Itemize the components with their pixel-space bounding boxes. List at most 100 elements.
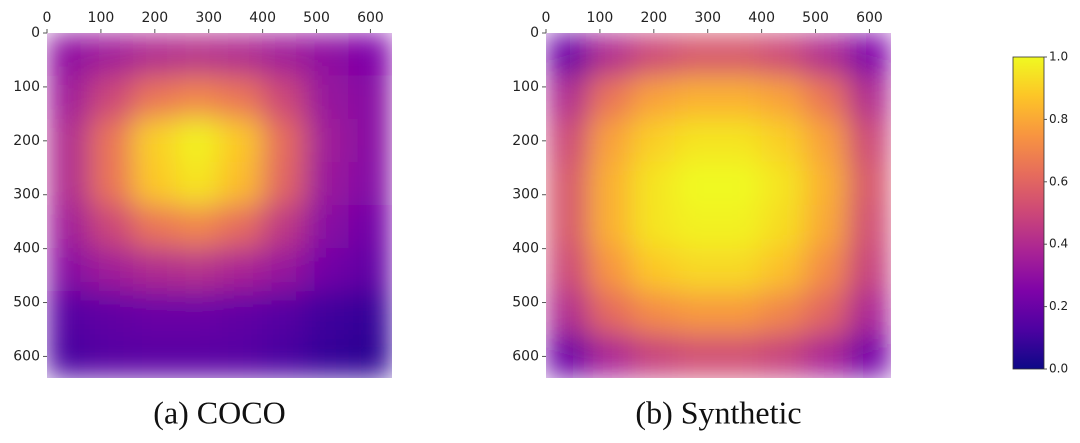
heatmap xyxy=(47,33,392,378)
heatmap-cell xyxy=(175,161,220,206)
heatmap-cell xyxy=(674,205,719,250)
heatmap-cell xyxy=(89,118,134,163)
heatmap-cell xyxy=(262,291,307,336)
x-tick-label: 200 xyxy=(640,10,667,26)
heatmap-cell xyxy=(631,33,676,77)
heatmap-cell xyxy=(305,161,350,206)
colorbar-tick-label: 1.0 xyxy=(1049,50,1068,64)
heatmap-cell xyxy=(175,334,220,378)
heatmap-cell xyxy=(546,118,590,163)
heatmap-cell xyxy=(262,334,307,378)
heatmap-cell xyxy=(262,75,307,120)
heatmap-cell xyxy=(348,118,392,163)
heatmap-cell xyxy=(47,75,91,120)
x-tick-label: 100 xyxy=(587,10,614,26)
heatmap-cell xyxy=(262,248,307,293)
heatmap-cell xyxy=(89,33,134,77)
colorbar xyxy=(1012,56,1045,370)
heatmap-cell xyxy=(47,33,91,77)
heatmap-cell xyxy=(262,118,307,163)
x-tick-label: 100 xyxy=(88,10,115,26)
heatmap-cell xyxy=(546,291,590,336)
heatmap-cells xyxy=(47,33,392,378)
heatmap-cell xyxy=(588,334,633,378)
heatmap-cells xyxy=(546,33,891,378)
y-tick-label: 600 xyxy=(512,348,539,364)
heatmap-cell xyxy=(175,75,220,120)
heatmap-cell xyxy=(47,248,91,293)
heatmap-cell xyxy=(761,205,806,250)
heatmap-cell xyxy=(348,75,392,120)
heatmap-cell xyxy=(804,291,849,336)
heatmap-cell xyxy=(847,248,891,293)
heatmap-cell xyxy=(47,334,91,378)
heatmap-cell xyxy=(132,291,177,336)
heatmap-cell xyxy=(674,334,719,378)
x-tick-label: 300 xyxy=(694,10,721,26)
heatmap-cell xyxy=(804,75,849,120)
y-tick-label: 500 xyxy=(512,295,539,311)
y-tick-label: 100 xyxy=(512,79,539,95)
heatmap-cell xyxy=(847,291,891,336)
heatmap-cell xyxy=(348,248,392,293)
heatmap-cell xyxy=(804,248,849,293)
heatmap-cell xyxy=(804,205,849,250)
y-tick-label: 400 xyxy=(13,241,40,257)
heatmap-cell xyxy=(761,75,806,120)
y-tick-label: 500 xyxy=(13,295,40,311)
heatmap-cell xyxy=(132,161,177,206)
y-tick-label: 400 xyxy=(512,241,539,257)
heatmap-cell xyxy=(804,118,849,163)
heatmap-cell xyxy=(305,118,350,163)
heatmap-cell xyxy=(175,291,220,336)
heatmap-cell xyxy=(47,118,91,163)
heatmap-cell xyxy=(804,334,849,378)
heatmap-cell xyxy=(305,205,350,250)
heatmap-cell xyxy=(348,205,392,250)
heatmap-cell xyxy=(132,118,177,163)
y-tick-label: 0 xyxy=(530,25,539,41)
heatmap-cell xyxy=(674,161,719,206)
x-tick-label: 0 xyxy=(542,10,551,26)
caption: (a) COCO xyxy=(153,394,285,430)
heatmap xyxy=(546,33,891,378)
heatmap-cell xyxy=(546,334,590,378)
colorbar-tick-label: 0.2 xyxy=(1049,299,1068,313)
heatmap-cell xyxy=(718,248,763,293)
heatmap-cell xyxy=(175,205,220,250)
colorbar-tick-label: 0.8 xyxy=(1049,112,1068,126)
heatmap-cell xyxy=(588,291,633,336)
heatmap-cell xyxy=(305,334,350,378)
heatmap-cell xyxy=(47,291,91,336)
x-tick-label: 300 xyxy=(195,10,222,26)
heatmap-cell xyxy=(219,248,264,293)
x-tick-label: 0 xyxy=(43,10,52,26)
heatmap-cell xyxy=(674,75,719,120)
heatmap-cell xyxy=(89,334,134,378)
heatmap-cell xyxy=(219,118,264,163)
heatmap-cell xyxy=(718,334,763,378)
y-tick-label: 200 xyxy=(13,133,40,149)
y-tick-label: 100 xyxy=(13,79,40,95)
heatmap-cell xyxy=(718,33,763,77)
x-tick-label: 600 xyxy=(357,10,384,26)
heatmap-cell xyxy=(588,161,633,206)
heatmap-cell xyxy=(132,33,177,77)
heatmap-cell xyxy=(761,161,806,206)
heatmap-cell xyxy=(631,334,676,378)
heatmap-cell xyxy=(305,33,350,77)
heatmap-cell xyxy=(546,248,590,293)
x-tick-label: 400 xyxy=(249,10,276,26)
heatmap-cell xyxy=(219,291,264,336)
colorbar-tick-label: 0.6 xyxy=(1049,174,1068,188)
heatmap-cell xyxy=(546,161,590,206)
x-tick-label: 200 xyxy=(141,10,168,26)
heatmap-cell xyxy=(588,33,633,77)
y-tick-label: 600 xyxy=(13,348,40,364)
heatmap-cell xyxy=(348,33,392,77)
heatmap-cell xyxy=(761,334,806,378)
heatmap-cell xyxy=(219,161,264,206)
heatmap-cell xyxy=(847,33,891,77)
heatmap-cell xyxy=(631,118,676,163)
heatmap-cell xyxy=(89,161,134,206)
